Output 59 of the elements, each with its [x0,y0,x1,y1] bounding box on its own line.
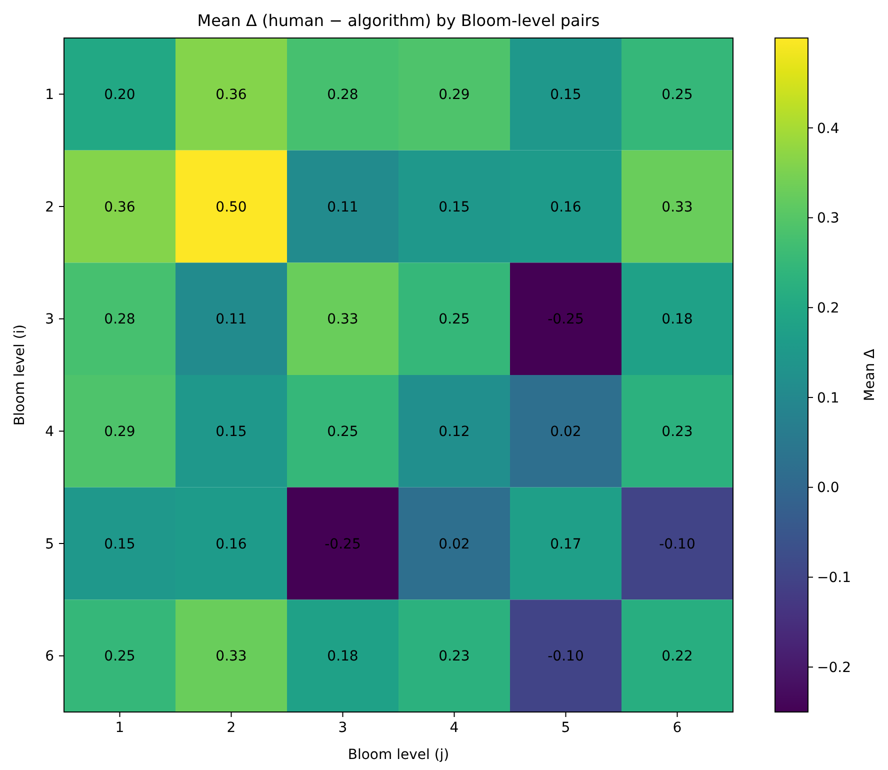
color-bar-title: Mean Δ [862,348,878,402]
x-tick-label: 4 [450,720,459,736]
y-axis-title: Bloom level (i) [12,324,28,426]
data-label: -0.25 [324,536,361,552]
y-tick-label: 2 [45,199,54,216]
data-label: 0.16 [550,199,582,216]
data-label: 0.23 [662,424,693,440]
x-tick-label: 5 [561,720,570,736]
data-label: 0.11 [327,199,358,216]
data-label: 0.12 [438,424,470,440]
data-label: 0.33 [216,648,247,665]
data-label: 0.29 [438,87,470,104]
data-label: 0.23 [438,648,470,665]
data-label: 0.02 [438,536,470,552]
data-label: 0.15 [550,87,582,104]
y-tick-label: 1 [45,87,54,104]
data-label: 0.25 [662,87,693,104]
color-bar-label: 0.4 [817,120,840,137]
data-label: 0.25 [104,648,136,665]
data-label: -0.10 [659,536,696,552]
data-label: 0.15 [216,424,247,440]
data-label: 0.02 [550,424,582,440]
data-label: 0.29 [104,424,136,440]
data-label: 0.15 [104,536,136,552]
y-tick-label: 6 [45,648,54,665]
x-tick-label: 3 [338,720,348,736]
data-label: 0.18 [327,648,358,665]
chart-title: Mean Δ (human − algorithm) by Bloom-level pairs [197,11,600,30]
color-bar-label: 0.3 [817,210,840,227]
data-label: -0.25 [548,312,584,328]
x-tick-label: 6 [672,720,682,736]
y-tick-label: 3 [45,312,54,328]
data-label: 0.33 [327,312,358,328]
data-label: 0.15 [438,199,470,216]
data-label: 0.36 [104,199,136,216]
y-tick-label: 5 [45,536,54,552]
x-tick-label: 2 [226,720,236,736]
data-label: 0.25 [327,424,358,440]
x-axis-title: Bloom level (j) [348,747,450,763]
data-label: 0.16 [216,536,247,552]
data-label: 0.11 [216,312,247,328]
color-bar-label: −0.2 [817,660,851,676]
y-tick-label: 4 [45,424,54,440]
color-bar-label: 0.1 [817,390,840,406]
data-label: 0.28 [327,87,358,104]
color-bar-label: −0.1 [817,570,851,586]
x-tick-label: 1 [115,720,124,736]
data-label: 0.22 [662,648,693,665]
data-label: 0.33 [662,199,693,216]
data-label: 0.50 [216,199,247,216]
data-label: 0.28 [104,312,136,328]
data-label: 0.20 [104,87,136,104]
data-label: 0.17 [550,536,582,552]
data-label: 0.25 [438,312,470,328]
data-label: 0.36 [216,87,247,104]
color-bar-label: 0.0 [817,480,840,496]
data-label: 0.18 [662,312,693,328]
data-label: -0.10 [548,648,584,665]
color-bar-label: 0.2 [817,300,840,316]
